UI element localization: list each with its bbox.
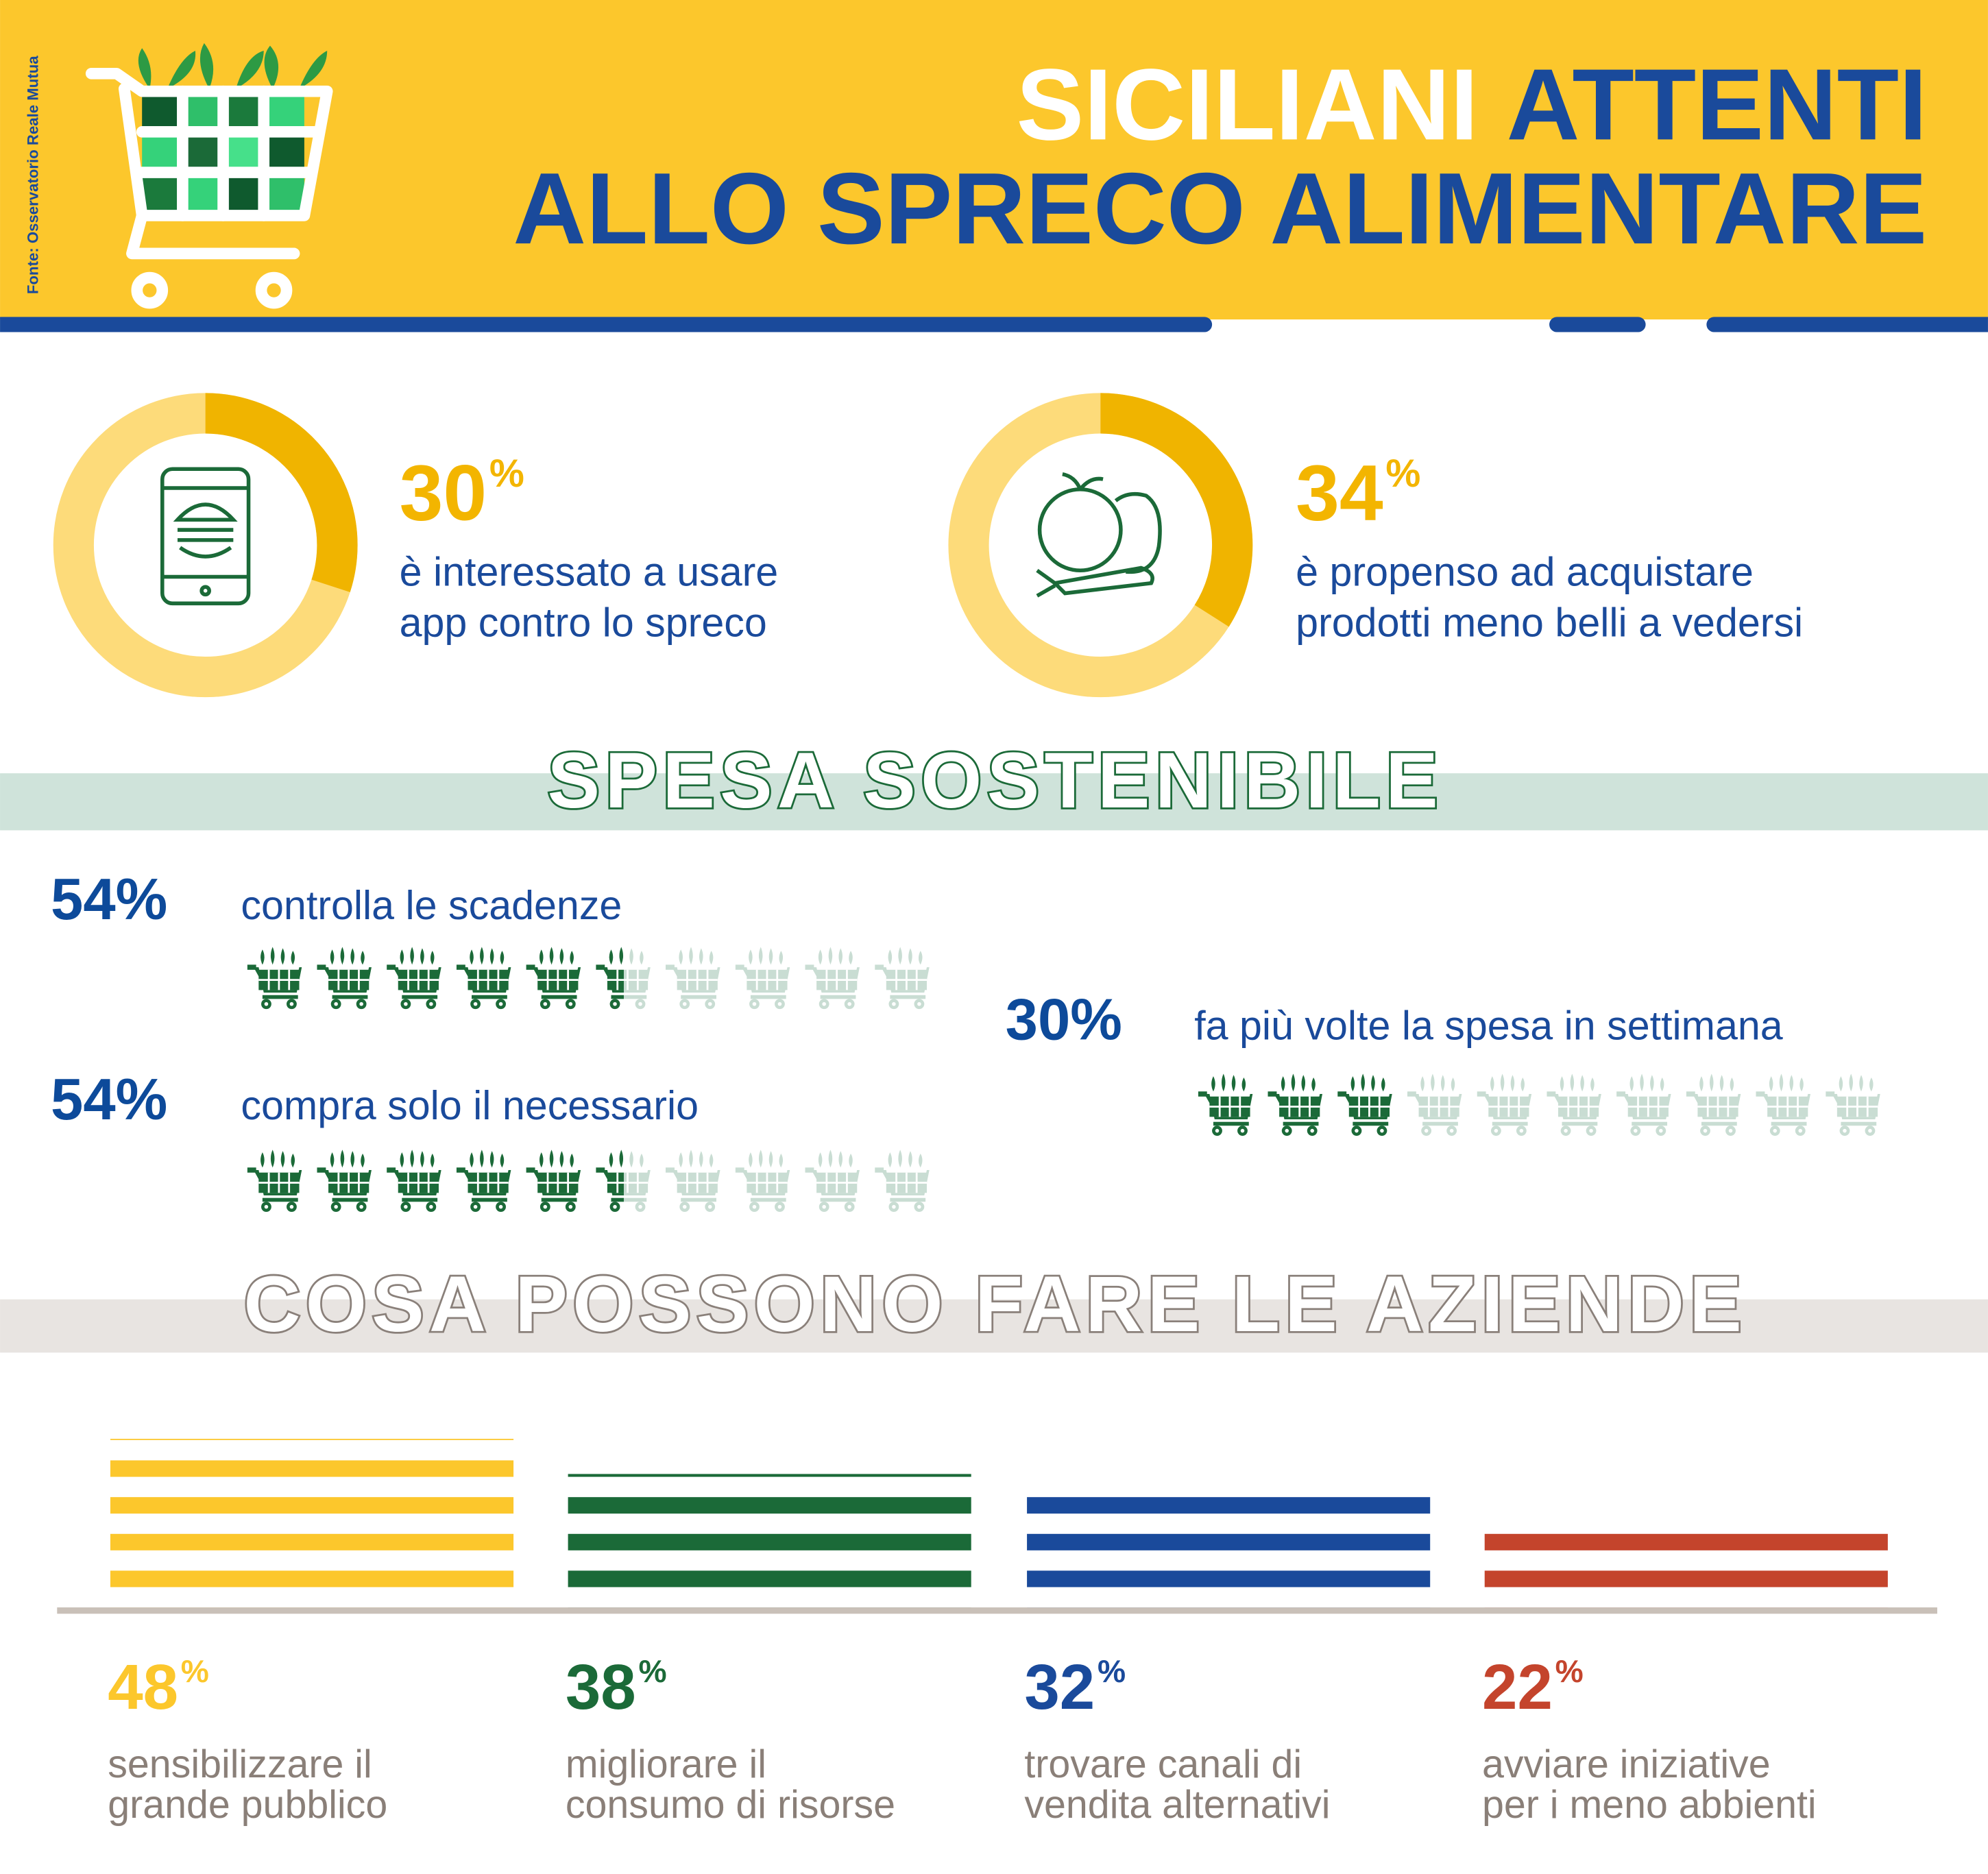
cart-icon [875, 946, 931, 1010]
cart-icon [735, 946, 791, 1010]
highlight-text: è propenso ad acquistare [1296, 548, 1754, 594]
percent-sign: % [489, 452, 524, 496]
percent-sign: % [1555, 1653, 1584, 1689]
percent-sign: % [116, 1067, 168, 1132]
bar-text: avviare iniziative [1482, 1742, 1771, 1786]
percent-sign: % [638, 1653, 666, 1689]
cart-icon [1477, 1073, 1533, 1137]
title-line-2: ALLO SPRECO ALIMENTARE [513, 152, 1927, 265]
bar-text: sensibilizzare il [108, 1742, 372, 1786]
bar-text: trovare canali di [1024, 1742, 1302, 1786]
stat-text: fa più volte la spesa in settimana [1194, 1003, 1783, 1049]
highlight-text: è interessato a usare [400, 548, 779, 594]
cart-icon [317, 946, 373, 1010]
section-title: SPESA SOSTENIBILE [548, 737, 1444, 825]
stat-value: 54 [51, 1067, 116, 1132]
title-blue: ATTENTI [1507, 48, 1928, 161]
cart-icon [387, 1149, 443, 1213]
highlight-text: app contro lo spreco [400, 599, 767, 645]
cart-icon [1198, 1073, 1254, 1137]
cart-icon [526, 946, 582, 1010]
section-band [0, 1299, 1988, 1353]
section-band [0, 773, 1988, 831]
baseline [57, 1607, 1937, 1614]
bar-value: 32 [1024, 1651, 1095, 1723]
cart-icon [387, 946, 443, 1010]
bar [110, 1439, 514, 1608]
bar [1484, 1530, 1888, 1608]
highlight-value: 34 [1296, 449, 1383, 537]
cart-icon [526, 1149, 582, 1213]
highlight-text: prodotti meno belli a vedersi [1296, 599, 1803, 645]
cart-icon [1616, 1073, 1672, 1137]
cart-icon [1756, 1073, 1812, 1137]
bar-value: 38 [566, 1651, 636, 1723]
percent-sign: % [181, 1653, 209, 1689]
cart-icon [1686, 1073, 1742, 1137]
stat-text: controlla le scadenze [241, 882, 622, 928]
title-space [1478, 48, 1506, 161]
stat-value: 54 [51, 867, 116, 932]
cart-icon [1337, 1073, 1394, 1137]
header-background [0, 0, 1988, 320]
percent-sign: % [1070, 988, 1122, 1053]
bar-value: 48 [108, 1651, 178, 1723]
cart-icon [1268, 1073, 1324, 1137]
cart-icon [456, 1149, 512, 1213]
cart-icon [735, 1149, 791, 1213]
cart-icon [805, 946, 861, 1010]
bar-text: migliorare il [566, 1742, 766, 1786]
cart-icon [875, 1149, 931, 1213]
produce-icon [1036, 472, 1162, 598]
header-stripe [0, 317, 1988, 332]
stat-text: compra solo il necessario [241, 1082, 699, 1128]
cart-icon [1547, 1073, 1603, 1137]
cart-icon [665, 1149, 721, 1213]
donut-arc [53, 393, 358, 698]
percent-sign: % [116, 867, 168, 932]
cart-icon [317, 1149, 373, 1213]
percent-sign: % [1098, 1653, 1126, 1689]
cart-icon [665, 946, 721, 1010]
cart-icon [247, 946, 303, 1010]
cart-icon [247, 1149, 303, 1213]
highlight-value: 30 [400, 449, 487, 537]
donut-arc [948, 393, 1253, 698]
title-line-1: SICILIANI ATTENTI [1017, 48, 1928, 161]
stat-value: 30 [1006, 988, 1071, 1053]
cart-logo [85, 42, 333, 309]
percent-sign: % [1385, 452, 1420, 496]
bar-text: per i meno abbienti [1482, 1783, 1817, 1827]
bar [1027, 1495, 1431, 1608]
title-white: SICILIANI [1017, 48, 1479, 161]
cart-icon [1407, 1073, 1463, 1137]
bar [568, 1474, 971, 1608]
cart-icon [456, 946, 512, 1010]
cart-icon [1826, 1073, 1882, 1137]
bar-text: consumo di risorse [566, 1783, 895, 1827]
bar-value: 22 [1482, 1651, 1553, 1723]
bar-text: grande pubblico [108, 1783, 387, 1827]
phone-icon [160, 467, 251, 606]
bar-text: vendita alternativi [1024, 1783, 1330, 1827]
source: Fonte: Osservatorio Reale Mutua [25, 56, 42, 294]
cart-icon [805, 1149, 861, 1213]
section-title: COSA POSSONO FARE LE AZIENDE [244, 1261, 1747, 1348]
